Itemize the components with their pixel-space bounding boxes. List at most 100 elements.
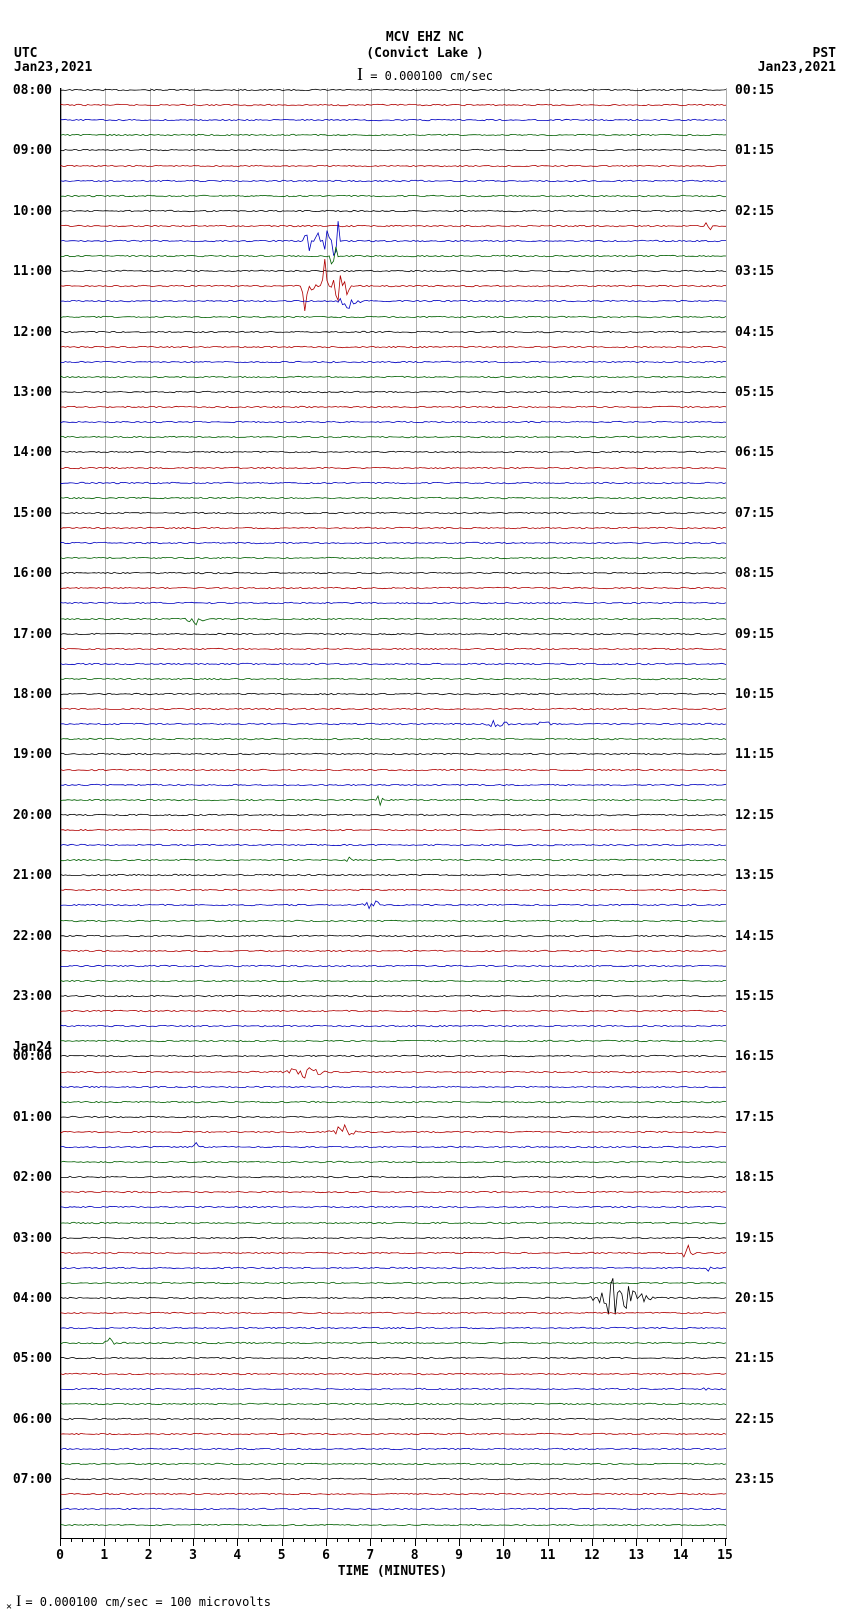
x-minor-tick (127, 1538, 128, 1542)
x-minor-tick (82, 1538, 83, 1542)
pst-time-label: 13:15 (735, 868, 774, 883)
x-tick-label: 13 (629, 1548, 645, 1563)
utc-time-label: 19:00 (13, 747, 52, 762)
x-minor-tick (337, 1538, 338, 1542)
x-tick-label: 15 (717, 1548, 733, 1563)
utc-time-label: 10:00 (13, 204, 52, 219)
x-minor-tick (171, 1538, 172, 1542)
x-tick-label: 5 (278, 1548, 286, 1563)
x-minor-tick (625, 1538, 626, 1542)
x-minor-tick (614, 1538, 615, 1542)
utc-time-label: 01:00 (13, 1110, 52, 1125)
x-minor-tick (570, 1538, 571, 1542)
pst-time-label: 19:15 (735, 1231, 774, 1246)
x-minor-tick (603, 1538, 604, 1542)
x-tick-label: 8 (411, 1548, 419, 1563)
x-tick (149, 1538, 150, 1546)
x-minor-tick (271, 1538, 272, 1542)
x-minor-tick (581, 1538, 582, 1542)
x-minor-tick (404, 1538, 405, 1542)
utc-time-label: 21:00 (13, 868, 52, 883)
utc-time-label: 06:00 (13, 1412, 52, 1427)
x-minor-tick (426, 1538, 427, 1542)
x-tick-label: 2 (145, 1548, 153, 1563)
x-minor-tick (93, 1538, 94, 1542)
x-minor-tick (359, 1538, 360, 1542)
x-tick (282, 1538, 283, 1546)
x-tick (459, 1538, 460, 1546)
x-tick (503, 1538, 504, 1546)
x-tick (681, 1538, 682, 1546)
x-tick (326, 1538, 327, 1546)
x-minor-tick (115, 1538, 116, 1542)
footer-text: = 0.000100 cm/sec = 100 microvolts (25, 1595, 271, 1609)
pst-time-label: 02:15 (735, 204, 774, 219)
pst-time-label: 14:15 (735, 929, 774, 944)
x-minor-tick (138, 1538, 139, 1542)
x-minor-tick (692, 1538, 693, 1542)
x-minor-tick (248, 1538, 249, 1542)
x-tick-label: 14 (673, 1548, 689, 1563)
utc-time-label: 05:00 (13, 1351, 52, 1366)
x-tick-label: 12 (584, 1548, 600, 1563)
x-minor-tick (514, 1538, 515, 1542)
seismogram-plot: 08:0009:0010:0011:0012:0013:0014:0015:00… (60, 88, 727, 1539)
x-tick-label: 1 (100, 1548, 108, 1563)
x-tick (636, 1538, 637, 1546)
pst-time-label: 05:15 (735, 385, 774, 400)
pst-time-label: 21:15 (735, 1351, 774, 1366)
x-tick-label: 4 (233, 1548, 241, 1563)
pst-time-label: 07:15 (735, 506, 774, 521)
pst-time-label: 23:15 (735, 1472, 774, 1487)
pst-time-label: 16:15 (735, 1049, 774, 1064)
x-minor-tick (670, 1538, 671, 1542)
pst-time-label: 04:15 (735, 325, 774, 340)
x-minor-tick (492, 1538, 493, 1542)
trace-row (61, 1485, 726, 1565)
pst-time-label: 01:15 (735, 143, 774, 158)
x-tick (415, 1538, 416, 1546)
x-minor-tick (448, 1538, 449, 1542)
x-tick-label: 6 (322, 1548, 330, 1563)
x-minor-tick (647, 1538, 648, 1542)
utc-time-label: 20:00 (13, 808, 52, 823)
x-tick-label: 9 (455, 1548, 463, 1563)
x-tick-label: 0 (56, 1548, 64, 1563)
x-minor-tick (160, 1538, 161, 1542)
x-minor-tick (293, 1538, 294, 1542)
pst-time-label: 11:15 (735, 747, 774, 762)
pst-time-label: 10:15 (735, 687, 774, 702)
utc-time-label: 16:00 (13, 566, 52, 581)
utc-time-label: 18:00 (13, 687, 52, 702)
pst-time-label: 20:15 (735, 1291, 774, 1306)
utc-time-label: 11:00 (13, 264, 52, 279)
x-minor-tick (381, 1538, 382, 1542)
x-minor-tick (182, 1538, 183, 1542)
pst-time-label: 08:15 (735, 566, 774, 581)
x-minor-tick (659, 1538, 660, 1542)
utc-time-label: 07:00 (13, 1472, 52, 1487)
x-minor-tick (215, 1538, 216, 1542)
x-tick (370, 1538, 371, 1546)
x-minor-tick (71, 1538, 72, 1542)
pst-time-label: 03:15 (735, 264, 774, 279)
x-minor-tick (204, 1538, 205, 1542)
utc-time-label: 15:00 (13, 506, 52, 521)
utc-time-label: 14:00 (13, 445, 52, 460)
utc-time-label: 03:00 (13, 1231, 52, 1246)
pst-time-label: 06:15 (735, 445, 774, 460)
x-tick-label: 10 (496, 1548, 512, 1563)
station-id: MCV EHZ NC (0, 30, 850, 45)
pst-time-label: 00:15 (735, 83, 774, 98)
seismogram-container: UTC Jan23,2021 PST Jan23,2021 MCV EHZ NC… (0, 0, 850, 1613)
x-minor-tick (304, 1538, 305, 1542)
utc-time-label: 02:00 (13, 1170, 52, 1185)
x-tick-label: 11 (540, 1548, 556, 1563)
x-minor-tick (470, 1538, 471, 1542)
x-minor-tick (226, 1538, 227, 1542)
x-minor-tick (481, 1538, 482, 1542)
utc-time-label: 12:00 (13, 325, 52, 340)
footer-scale: × I = 0.000100 cm/sec = 100 microvolts (6, 1593, 271, 1612)
utc-time-label: 09:00 (13, 143, 52, 158)
utc-time-label: 17:00 (13, 627, 52, 642)
